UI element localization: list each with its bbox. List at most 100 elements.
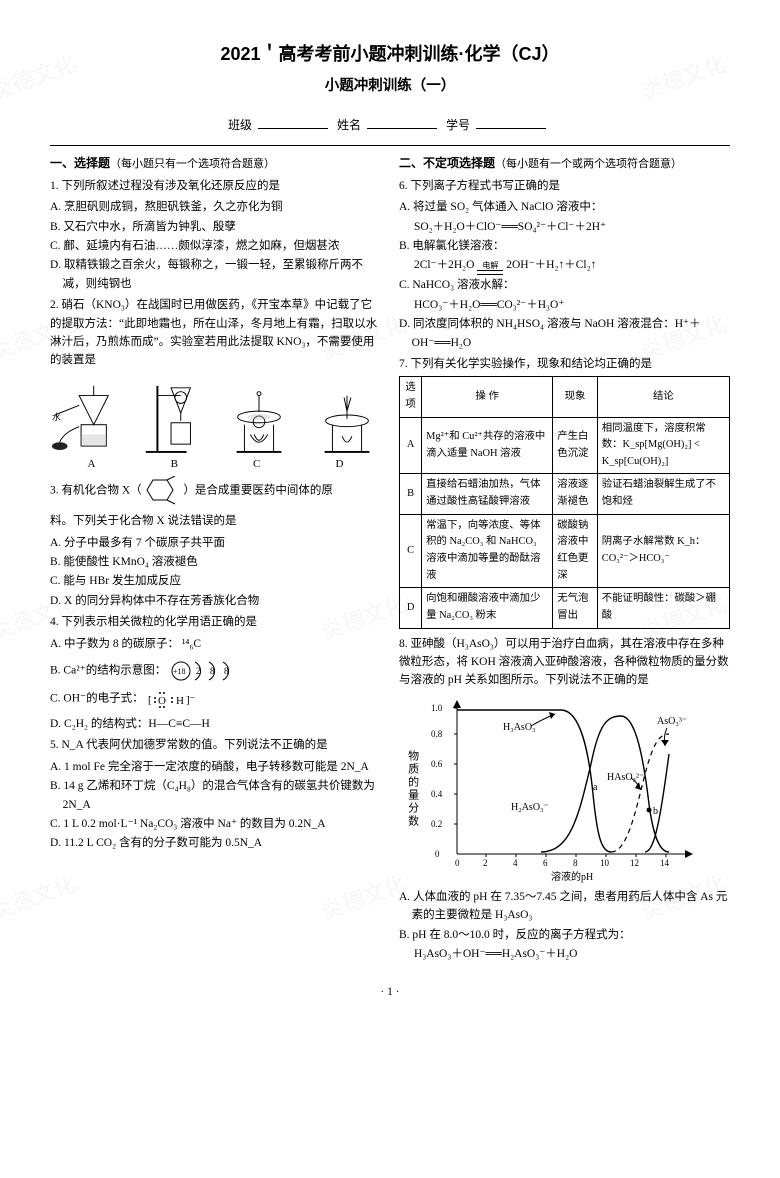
- svg-text:AsO₃³⁻: AsO₃³⁻: [657, 716, 687, 727]
- cell: 相同温度下，溶度积常数：K_sp[Mg(OH)₂] < K_sp[Cu(OH)₂…: [597, 417, 729, 474]
- q6-c1: C. NaHCO₃ 溶液水解：: [399, 276, 730, 294]
- svg-text:4: 4: [513, 858, 518, 868]
- molecule-icon: [145, 476, 181, 506]
- q5-d: D. 11.2 L CO₂ 含有的分子数可能为 0.5N_A: [50, 834, 381, 852]
- svg-text:12: 12: [630, 858, 639, 868]
- distribution-chart-icon: 0 0.2 0.4 0.6 0.8 1.0 0 2 4 6 8 10 12 14: [421, 694, 701, 884]
- apparatus-d-icon: [313, 376, 381, 454]
- cell: 阴离子水解常数 K_h：CO₃²⁻＞HCO₃⁻: [597, 514, 729, 588]
- label-a: A: [88, 456, 96, 474]
- q3-stem-c: 料。下列关于化合物 X 说法错误的是: [50, 512, 381, 530]
- svg-text:]⁻: ]⁻: [186, 694, 196, 706]
- class-blank[interactable]: [258, 128, 328, 129]
- svg-text:0: 0: [455, 858, 460, 868]
- svg-text:8: 8: [210, 666, 215, 676]
- svg-text:水: 水: [52, 411, 61, 422]
- id-blank[interactable]: [476, 128, 546, 129]
- q6-b2b: 2OH⁻＋H₂↑＋Cl₂↑: [506, 259, 596, 271]
- q4-stem: 4. 下列表示相关微粒的化学用语正确的是: [50, 613, 381, 631]
- apparatus-row: 水: [50, 376, 381, 454]
- q3-a: A. 分子中最多有 7 个碳原子共平面: [50, 534, 381, 552]
- q3-stem: 3. 有机化合物 X（ ）是合成重要医药中间体的原: [50, 476, 381, 506]
- atom-diagram-icon: +18 2 8 8: [169, 659, 249, 683]
- q3-stem-a: 3. 有机化合物 X（: [50, 485, 142, 497]
- apparatus-b-icon: [138, 376, 206, 454]
- q4-c: C. OH⁻的电子式： [ O H ]⁻: [50, 689, 381, 709]
- page-title: 2021＇高考考前小题冲刺训练·化学（CJ）: [50, 40, 730, 69]
- section2-hint: （每小题有一个或两个选项符合题意）: [495, 158, 682, 170]
- q3-b: B. 能使酸性 KMnO₄ 溶液褪色: [50, 553, 381, 571]
- svg-text:O: O: [158, 695, 166, 707]
- q7-stem: 7. 下列有关化学实验操作，现象和结论均正确的是: [399, 355, 730, 373]
- q2-stem: 2. 硝石（KNO₃）在战国时已用做医药，《开宝本草》中记载了它的提取方法：“此…: [50, 296, 381, 370]
- section2-header: 二、不定项选择题（每小题有一个或两个选项符合题意）: [399, 154, 730, 174]
- svg-text:a: a: [593, 782, 598, 793]
- table-row: B 直接给石蜡油加热，气体通过酸性高锰酸钾溶液 溶液逐渐褪色 验证石蜡油裂解生成…: [400, 474, 730, 514]
- svg-text:H: H: [176, 695, 184, 707]
- label-d: D: [335, 456, 343, 474]
- q6-a1: A. 将过量 SO₂ 气体通入 NaClO 溶液中：: [399, 198, 730, 216]
- svg-text:0: 0: [435, 849, 440, 859]
- q1-b: B. 又石穴中水，所滴皆为钟乳、殷孽: [50, 218, 381, 236]
- cell: Mg²⁺和 Cu²⁺共存的溶液中滴入适量 NaOH 溶液: [422, 417, 553, 474]
- section2-title: 二、不定项选择题: [399, 156, 495, 170]
- page-subtitle: 小题冲刺训练（一）: [50, 75, 730, 98]
- cell: 验证石蜡油裂解生成了不饱和烃: [597, 474, 729, 514]
- right-column: 二、不定项选择题（每小题有一个或两个选项符合题意） 6. 下列离子方程式书写正确…: [399, 154, 730, 963]
- table-row: D 向饱和硼酸溶液中滴加少量 Na₂CO₃ 粉末 无气泡冒出 不能证明酸性：碳酸…: [400, 588, 730, 628]
- chart-ylabel: 物质的量分数: [403, 750, 421, 828]
- class-label: 班级: [228, 118, 252, 132]
- q8-stem: 8. 亚砷酸（H₃AsO₃）可以用于治疗白血病，其在溶液中存在多种微粒形态，将 …: [399, 635, 730, 690]
- q8-a: A. 人体血液的 pH 在 7.35～7.45 之间，患者用药后人体中含 As …: [399, 888, 730, 925]
- q1-a: A. 烹胆矾则成铜，熬胆矾铁釜，久之亦化为铜: [50, 198, 381, 216]
- name-blank[interactable]: [367, 128, 437, 129]
- q1-c: C. 鄜、延境内有石油……颇似淳漆，燃之如麻，但烟甚浓: [50, 237, 381, 255]
- q6-c2: HCO₃⁻＋H₂O══CO₃²⁻＋H₃O⁺: [399, 296, 730, 314]
- svg-text:[: [: [148, 694, 152, 706]
- table-row: A Mg²⁺和 Cu²⁺共存的溶液中滴入适量 NaOH 溶液 产生白色沉淀 相同…: [400, 417, 730, 474]
- th-ph: 现象: [553, 377, 598, 417]
- q1-stem: 1. 下列所叙述过程没有涉及氧化还原反应的是: [50, 177, 381, 195]
- cell: B: [400, 474, 422, 514]
- q6-d1: D. 同浓度同体积的 NH₄HSO₄ 溶液与 NaOH 溶液混合：H⁺＋OH⁻═…: [399, 315, 730, 352]
- cell: C: [400, 514, 422, 588]
- section1-header: 一、选择题（每小题只有一个选项符合题意）: [50, 154, 381, 174]
- label-c: C: [253, 456, 260, 474]
- q4-a-formula: ¹⁴₆C: [182, 638, 201, 650]
- q8-b1: B. pH 在 8.0～10.0 时，反应的离子方程式为：: [399, 926, 730, 944]
- q8-chart: 物质的量分数 0 0.2 0.4 0.6 0.8 1.0 0 2 4 6 8: [403, 694, 730, 884]
- q6-b1: B. 电解氯化镁溶液：: [399, 237, 730, 255]
- svg-text:8: 8: [573, 858, 578, 868]
- cell: D: [400, 588, 422, 628]
- cell: A: [400, 417, 422, 474]
- q4-b: B. Ca²⁺的结构示意图： +18 2 8 8: [50, 659, 381, 683]
- svg-text:HAsO₃²⁻: HAsO₃²⁻: [607, 772, 644, 783]
- svg-text:2: 2: [483, 858, 488, 868]
- q3-d: D. X 的同分异构体中不存在芳香族化合物: [50, 592, 381, 610]
- q6-a2: SO₂＋H₂O＋ClO⁻══SO₄²⁻＋Cl⁻＋2H⁺: [399, 218, 730, 236]
- page-number: · 1 ·: [50, 983, 730, 1001]
- q6-stem: 6. 下列离子方程式书写正确的是: [399, 177, 730, 195]
- cell: 溶液逐渐褪色: [553, 474, 598, 514]
- cell: 直接给石蜡油加热，气体通过酸性高锰酸钾溶液: [422, 474, 553, 514]
- q7-table: 选项 操 作 现象 结论 A Mg²⁺和 Cu²⁺共存的溶液中滴入适量 NaOH…: [399, 376, 730, 628]
- q5-c: C. 1 L 0.2 mol·L⁻¹ Na₂CO₃ 溶液中 Na⁺ 的数目为 0…: [50, 815, 381, 833]
- th-op: 操 作: [422, 377, 553, 417]
- q4-a-text: A. 中子数为 8 的碳原子：: [50, 638, 179, 650]
- svg-text:H₃AsO₃: H₃AsO₃: [503, 722, 536, 733]
- q5-a: A. 1 mol Fe 完全溶于一定浓度的硝酸，电子转移数可能是 2N_A: [50, 758, 381, 776]
- q6-b2-cond: 电解: [477, 262, 503, 270]
- q4-c-text: C. OH⁻的电子式：: [50, 693, 144, 705]
- student-fields: 班级 姓名 学号: [50, 116, 730, 135]
- q5-b: B. 14 g 乙烯和环丁烷（C₄H₈）的混合气体含有的碳氢共价键数为 2N_A: [50, 777, 381, 814]
- q3-stem-b: ）是合成重要医药中间体的原: [183, 485, 333, 497]
- svg-text:14: 14: [660, 858, 670, 868]
- svg-text:6: 6: [543, 858, 548, 868]
- name-label: 姓名: [337, 118, 361, 132]
- svg-text:+18: +18: [173, 667, 186, 676]
- svg-text:0.6: 0.6: [431, 759, 443, 769]
- q6-b2: 2Cl⁻＋2H₂O 电解 2OH⁻＋H₂↑＋Cl₂↑: [399, 256, 730, 275]
- section1-hint: （每小题只有一个选项符合题意）: [110, 158, 275, 170]
- q4-a: A. 中子数为 8 的碳原子： ¹⁴₆C: [50, 635, 381, 653]
- q6-b2a: 2Cl⁻＋2H₂O: [414, 259, 477, 271]
